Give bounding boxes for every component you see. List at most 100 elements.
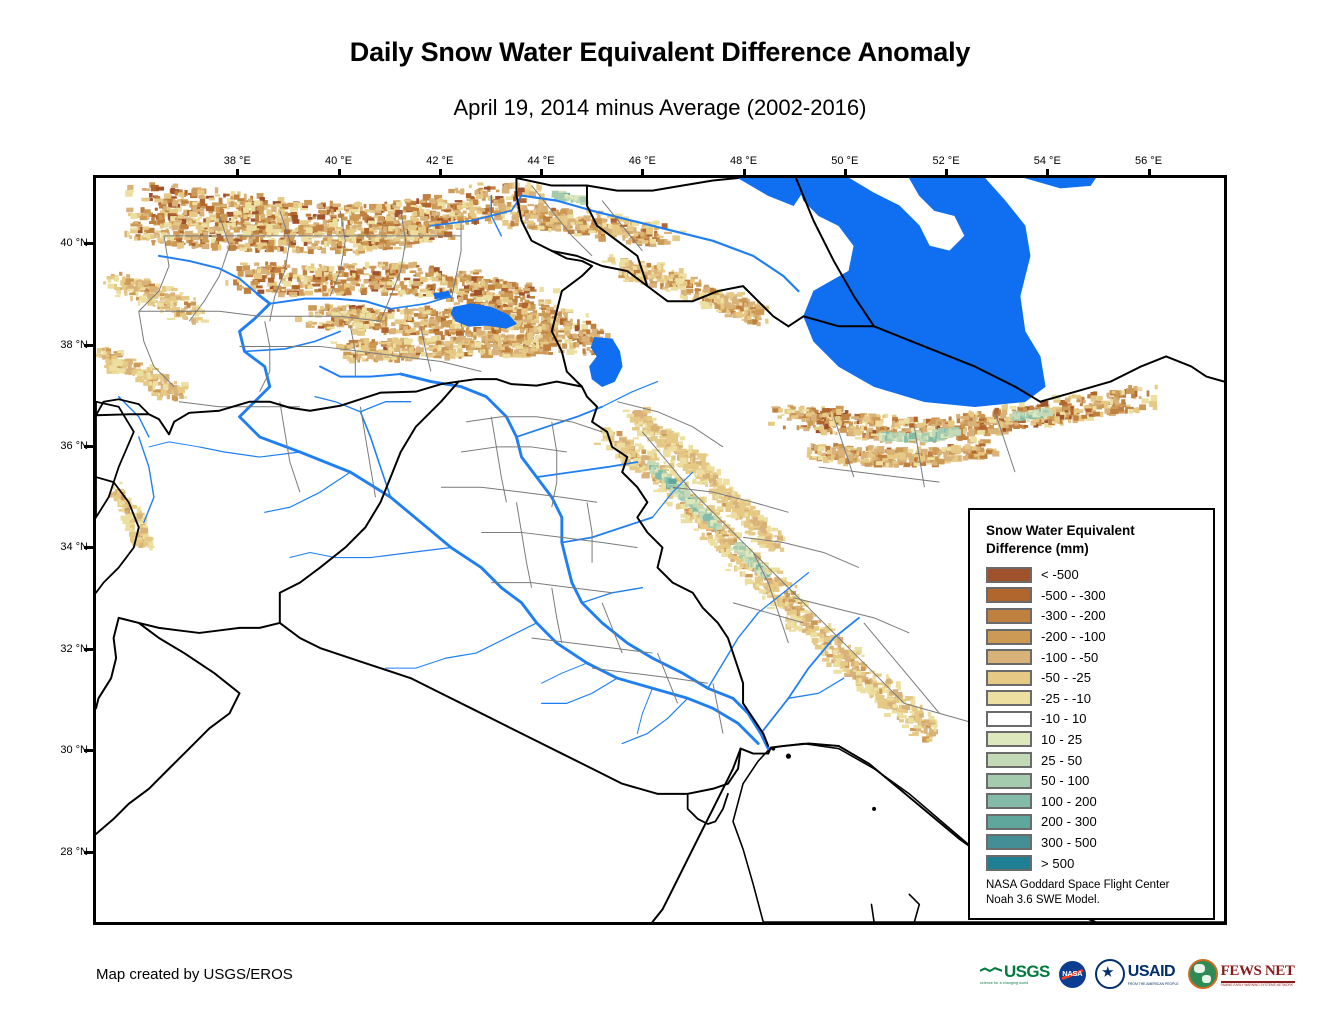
anomaly-pixel xyxy=(567,229,575,235)
anomaly-pixel xyxy=(382,246,387,251)
anomaly-pixel xyxy=(822,452,826,455)
anomaly-pixel xyxy=(979,415,982,422)
anomaly-pixel xyxy=(257,244,262,251)
anomaly-pixel xyxy=(449,211,455,217)
anomaly-pixel xyxy=(515,305,522,310)
anomaly-pixel xyxy=(754,314,759,320)
anomaly-pixel xyxy=(635,238,644,241)
anomaly-pixel xyxy=(493,334,498,340)
anomaly-pixel xyxy=(506,196,514,201)
anomaly-pixel xyxy=(442,276,446,283)
anomaly-pixel xyxy=(498,292,505,299)
anomaly-pixel xyxy=(127,184,134,191)
anomaly-pixel xyxy=(356,308,361,312)
anomaly-pixel xyxy=(191,318,196,325)
anomaly-pixel xyxy=(144,209,151,214)
map-canvas[interactable] xyxy=(96,178,1224,922)
anomaly-pixel xyxy=(284,240,293,245)
lon-tick-mark xyxy=(1046,169,1050,178)
anomaly-pixel xyxy=(968,410,972,416)
anomaly-pixel xyxy=(349,240,355,244)
anomaly-pixel xyxy=(494,351,501,355)
anomaly-pixel xyxy=(569,342,576,350)
anomaly-pixel xyxy=(218,246,222,251)
anomaly-pixel xyxy=(444,354,451,361)
anomaly-pixel xyxy=(470,340,475,345)
anomaly-pixel xyxy=(524,323,532,329)
anomaly-pixel xyxy=(519,334,525,338)
anomaly-pixel xyxy=(425,286,430,292)
anomaly-pixel xyxy=(851,457,858,461)
anomaly-pixel xyxy=(290,211,298,217)
lon-tick-mark xyxy=(641,169,645,178)
anomaly-pixel xyxy=(917,422,926,428)
anomaly-pixel xyxy=(324,230,329,235)
anomaly-pixel xyxy=(270,230,274,233)
anomaly-pixel xyxy=(423,236,429,243)
anomaly-pixel xyxy=(1104,407,1111,414)
anomaly-pixel xyxy=(155,230,162,233)
anomaly-pixel xyxy=(708,294,715,300)
anomaly-pixel xyxy=(113,283,117,290)
anomaly-pixel xyxy=(777,415,782,419)
anomaly-pixel xyxy=(388,357,393,363)
anomaly-pixel xyxy=(503,328,509,333)
anomaly-pixel xyxy=(266,232,272,239)
anomaly-pixel xyxy=(994,407,1000,411)
anomaly-pixel xyxy=(873,436,882,441)
anomaly-pixel xyxy=(341,316,350,320)
anomaly-pixel xyxy=(1090,391,1098,396)
anomaly-pixel xyxy=(129,235,133,240)
anomaly-pixel xyxy=(197,228,203,234)
anomaly-pixel xyxy=(947,444,954,449)
anomaly-pixel xyxy=(238,245,247,250)
anomaly-pixel xyxy=(853,421,860,425)
anomaly-pixel xyxy=(395,235,402,239)
anomaly-pixel xyxy=(146,227,155,234)
anomaly-pixel xyxy=(172,241,178,244)
anomaly-pixel xyxy=(167,296,176,302)
anomaly-pixel xyxy=(322,266,328,272)
anomaly-pixel xyxy=(512,323,521,327)
anomaly-pixel xyxy=(616,430,623,437)
anomaly-pixel xyxy=(352,250,356,254)
lon-tick-mark xyxy=(438,169,442,178)
anomaly-pixel xyxy=(477,334,484,338)
anomaly-pixel xyxy=(328,222,333,227)
anomaly-pixel xyxy=(439,288,443,293)
anomaly-pixel xyxy=(575,342,580,348)
anomaly-pixel xyxy=(377,261,382,267)
anomaly-pixel xyxy=(352,328,359,335)
anomaly-pixel xyxy=(480,208,486,212)
anomaly-pixel xyxy=(190,309,195,315)
anomaly-pixel xyxy=(665,282,670,289)
anomaly-pixel xyxy=(968,428,976,432)
anomaly-pixel xyxy=(181,382,189,388)
anomaly-pixel xyxy=(409,202,417,206)
anomaly-pixel xyxy=(872,456,878,460)
anomaly-pixel xyxy=(342,291,346,296)
anomaly-pixel xyxy=(508,283,512,290)
anomaly-pixel xyxy=(273,264,278,269)
anomaly-pixel xyxy=(126,207,134,213)
anomaly-pixel xyxy=(109,365,117,372)
anomaly-pixel xyxy=(326,227,336,231)
lon-tick-mark xyxy=(337,169,341,178)
anomaly-pixel xyxy=(455,352,464,357)
anomaly-pixel xyxy=(477,207,485,210)
anomaly-pixel xyxy=(170,189,179,193)
anomaly-pixel xyxy=(152,367,160,371)
anomaly-pixel xyxy=(873,449,879,456)
anomaly-pixel xyxy=(355,322,364,329)
anomaly-pixel xyxy=(909,459,919,465)
anomaly-pixel xyxy=(403,309,412,315)
anomaly-pixel xyxy=(830,454,835,460)
anomaly-pixel xyxy=(393,204,398,208)
anomaly-pixel xyxy=(189,239,194,246)
anomaly-pixel xyxy=(387,338,393,343)
anomaly-pixel xyxy=(868,445,874,451)
anomaly-pixel xyxy=(337,285,345,289)
anomaly-pixel xyxy=(120,280,127,286)
anomaly-pixel xyxy=(582,228,586,233)
anomaly-pixel xyxy=(908,455,916,460)
